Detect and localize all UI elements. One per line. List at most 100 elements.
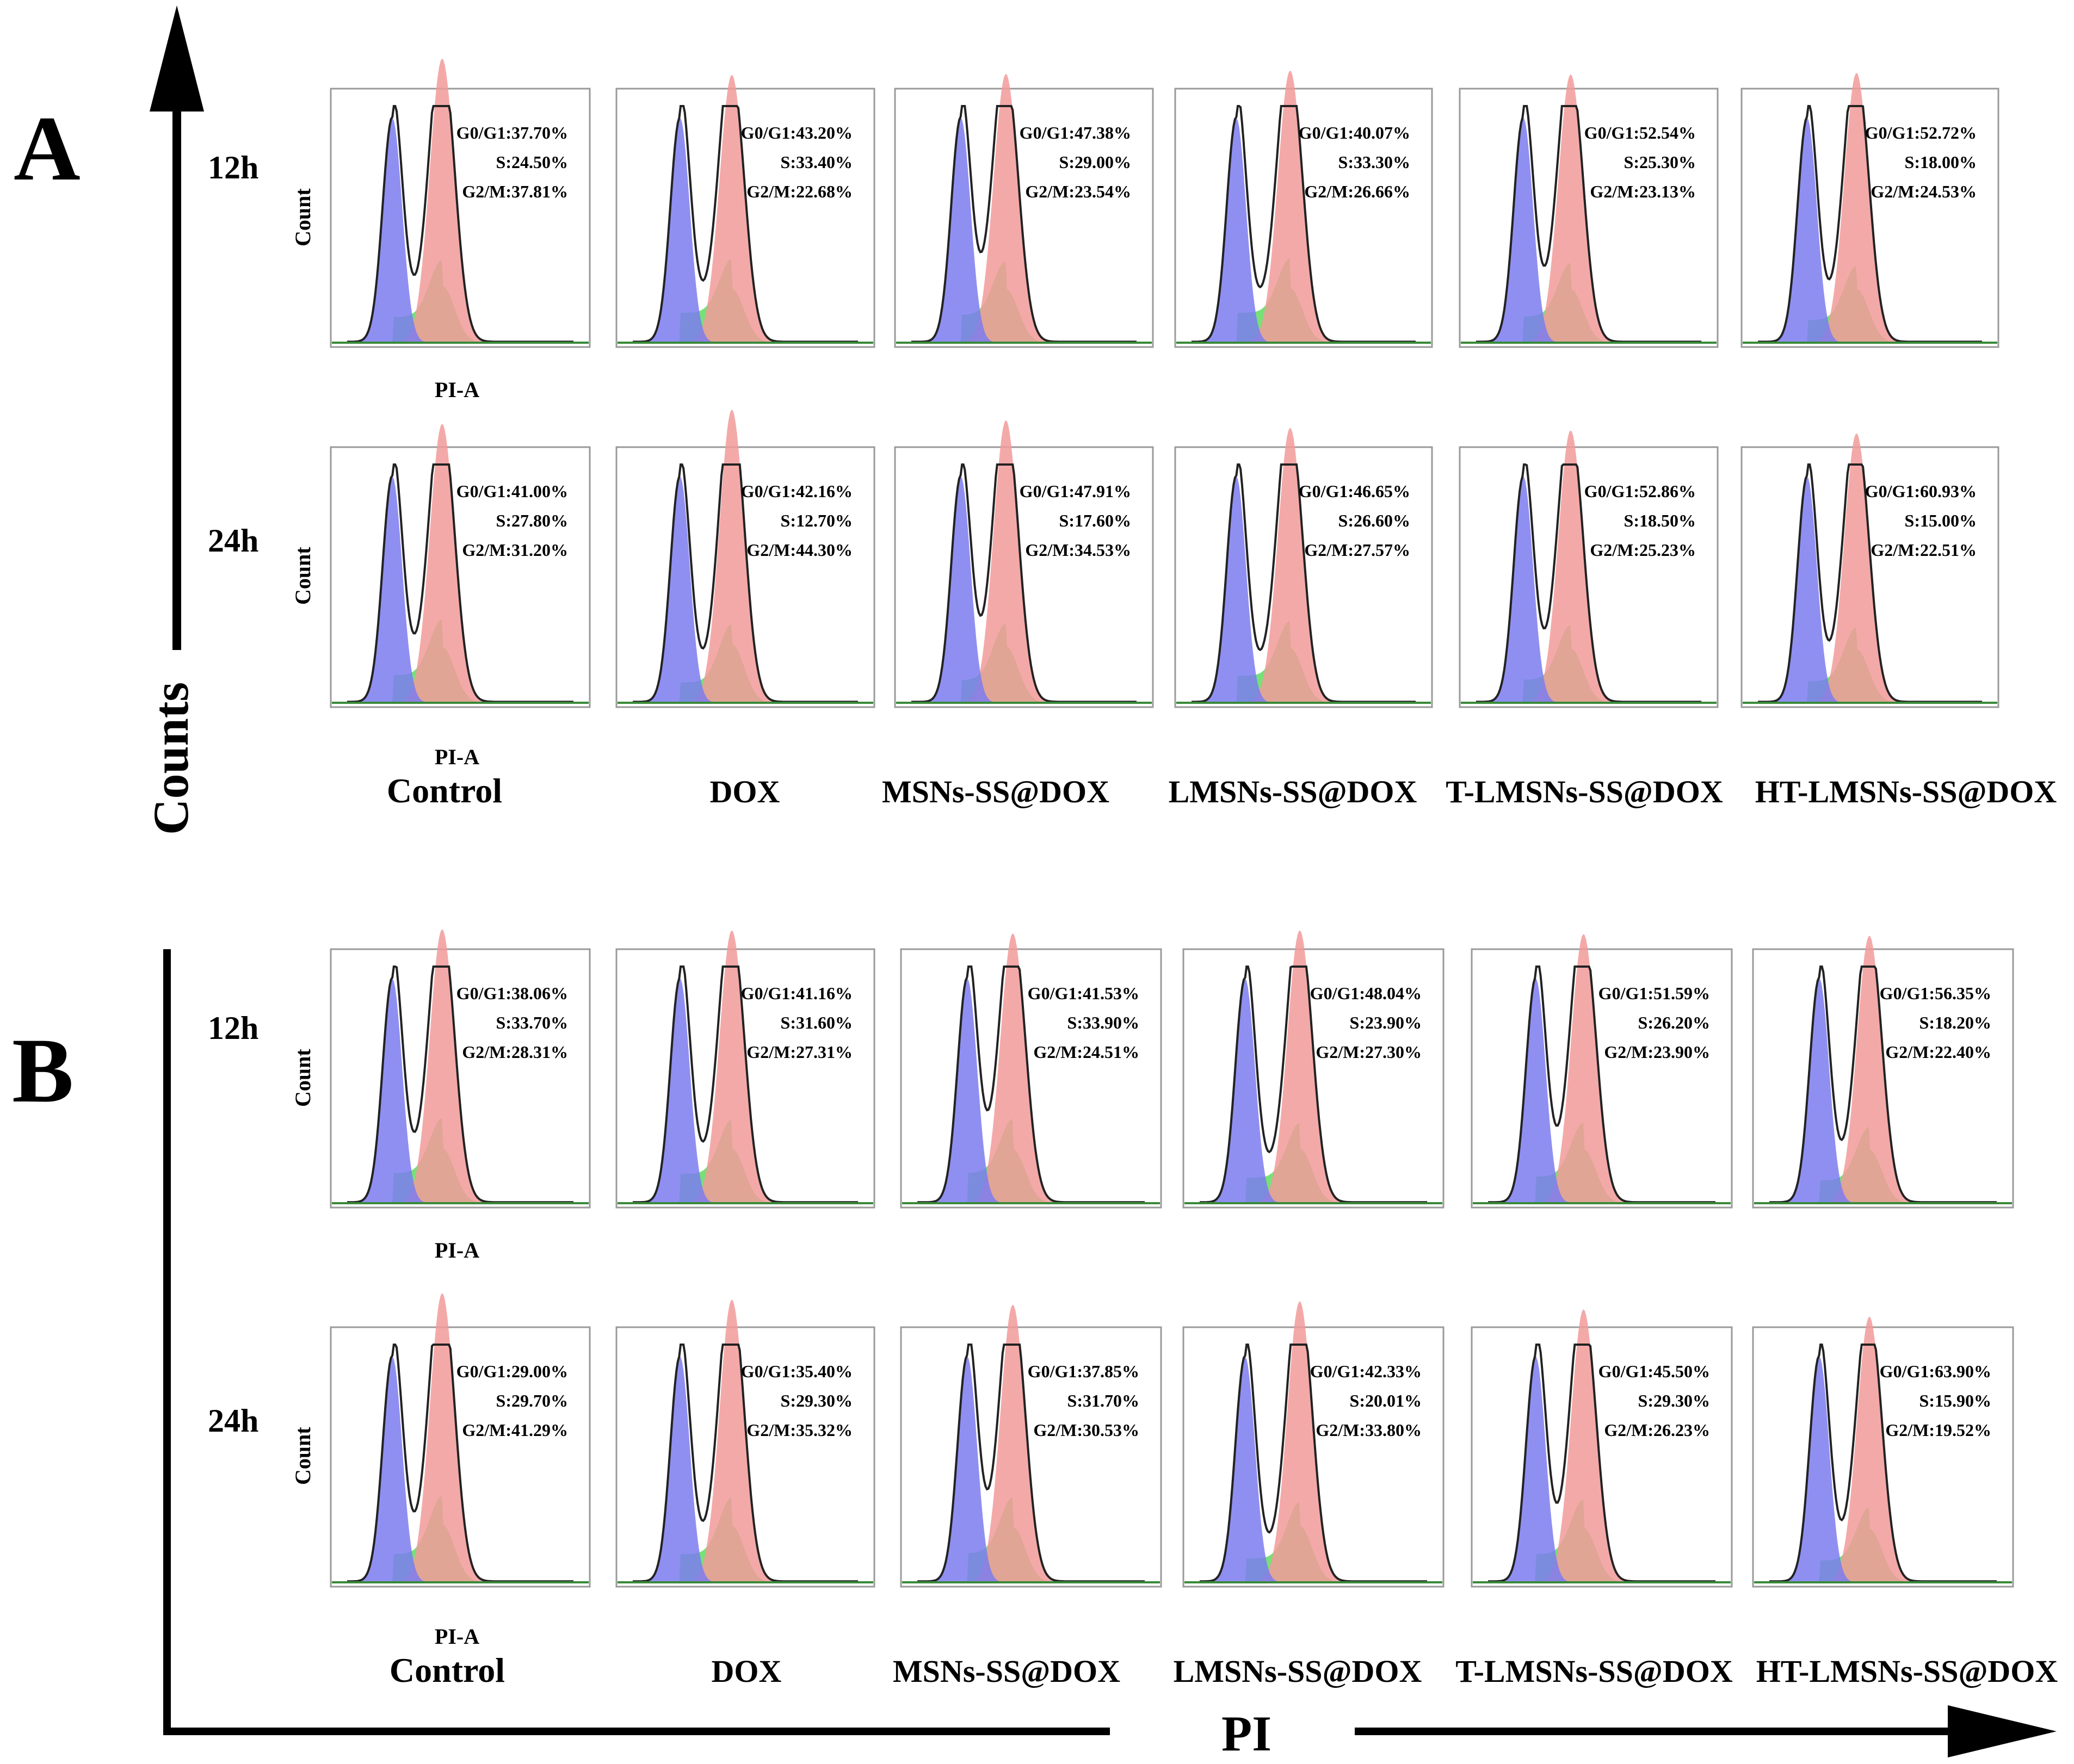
histogram-g2m-area [911,420,1137,703]
stat-g2m: G2/M:41.29% [462,1420,568,1440]
histogram-g2m-area [347,58,573,343]
histogram-g2m-area [1200,1301,1427,1582]
stat-s: S:24.50% [496,152,568,172]
histogram-g0g1-area [1769,978,1997,1203]
histogram-plot: G0/G1:35.40% S:29.30% G2/M:35.32% [615,1299,875,1588]
histogram-g0g1-area [1200,1356,1427,1582]
histogram-g0g1-area [917,1357,1145,1582]
histogram-g0g1-area [633,979,858,1203]
histogram-g0g1-area [1200,978,1427,1203]
stat-g2m: G2/M:37.81% [462,182,568,201]
stat-g2m: G2/M:30.53% [1033,1420,1139,1440]
pi-a-axis-label: PI-A [435,1624,479,1649]
histogram-plot: G0/G1:48.04% S:23.90% G2/M:27.30% [1182,930,1445,1209]
stat-g0g1: G0/G1:42.16% [741,481,853,501]
histogram-g2m-area [917,1304,1145,1582]
histogram-g0g1-area [1476,118,1701,343]
histogram-plot: G0/G1:60.93% S:15.00% G2/M:22.51% [1740,434,1999,708]
stat-g0g1: G0/G1:43.20% [741,123,853,143]
histogram-plot: G0/G1:40.07% S:33.30% G2/M:26.66% [1174,71,1433,348]
histogram-g0g1-area [1192,117,1416,343]
histogram-plot: G0/G1:41.53% S:33.90% G2/M:24.51% [900,933,1162,1209]
stat-g0g1: G0/G1:37.85% [1028,1361,1139,1381]
pi-a-axis-label: PI-A [435,745,479,769]
stat-g0g1: G0/G1:60.93% [1865,481,1977,501]
histogram-plot: G0/G1:52.72% S:18.00% G2/M:24.53% [1740,73,1999,348]
stat-s: S:33.90% [1067,1013,1139,1032]
stat-g0g1: G0/G1:56.35% [1880,983,1991,1003]
histogram-g2m-area [1769,936,1997,1203]
stat-g2m: G2/M:23.54% [1025,182,1131,201]
histogram-g2m-area [347,424,573,703]
condition-label: DOX [710,774,780,809]
stat-g0g1: G0/G1:38.06% [456,983,568,1003]
pi-a-axis-label: PI-A [435,377,479,402]
histogram-plot: G0/G1:38.06% S:33.70% G2/M:28.31% [330,929,591,1209]
histogram-g0g1-area [1769,1357,1997,1582]
stat-g0g1: G0/G1:46.65% [1299,481,1410,501]
count-axis-label: Count [291,188,315,246]
histogram-plot: G0/G1:56.35% S:18.20% G2/M:22.40% [1752,936,2014,1209]
row-label-24h: 24h [208,523,258,559]
histogram-g2m-area [347,1293,573,1582]
histogram-g0g1-area [1758,117,1982,343]
histogram-plot: G0/G1:37.70% S:24.50% G2/M:37.81% [330,58,591,348]
histogram-plot: G0/G1:47.91% S:17.60% G2/M:34.53% [894,420,1154,708]
stat-s: S:29.30% [781,1391,853,1410]
stat-g0g1: G0/G1:51.59% [1598,983,1710,1003]
stat-g0g1: G0/G1:45.50% [1598,1361,1710,1381]
stat-s: S:29.70% [496,1391,568,1410]
row-label-24h: 24h [208,1403,258,1439]
histogram-plot: G0/G1:52.54% S:25.30% G2/M:23.13% [1459,74,1719,348]
stat-g2m: G2/M:19.52% [1885,1420,1991,1440]
pi-axis-label: PI [1221,1706,1271,1761]
stat-s: S:33.70% [496,1013,568,1032]
panel-a: 12hCountG0/G1:37.70%S:24.50%G2/M:37.81%G… [208,58,2057,810]
histogram-g2m-area [633,930,858,1203]
stat-s: S:33.40% [781,152,853,172]
condition-label: DOX [712,1654,782,1689]
histogram-plot: G0/G1:41.00% S:27.80% G2/M:31.20% [330,424,591,708]
condition-label: HT-LMSNs-SS@DOX [1755,774,2057,809]
stat-s: S:29.00% [1059,152,1131,172]
histogram-g0g1-area [1476,476,1701,703]
histogram-g0g1-area [347,476,573,703]
stat-g2m: G2/M:22.40% [1885,1042,1991,1062]
stat-s: S:26.60% [1338,511,1410,530]
stat-s: S:20.01% [1350,1391,1422,1410]
histogram-g2m-area [1488,1309,1715,1582]
row-label-12h: 12h [208,1010,258,1046]
pi-axis-arrowhead [1948,1705,2057,1757]
stat-g2m: G2/M:23.13% [1590,182,1696,201]
histogram-g0g1-area [633,476,858,703]
stat-g2m: G2/M:25.23% [1590,540,1696,560]
stat-g0g1: G0/G1:29.00% [456,1361,568,1381]
stat-g0g1: G0/G1:63.90% [1880,1361,1991,1381]
stat-g2m: G2/M:26.66% [1304,182,1410,201]
histogram-panels: 12hCountG0/G1:37.70%S:24.50%G2/M:37.81%G… [208,58,2058,1689]
panel-b: 12hCountG0/G1:38.06%S:33.70%G2/M:28.31%G… [208,929,2058,1689]
histogram-g2m-area [1758,434,1982,703]
stat-g0g1: G0/G1:52.72% [1865,123,1977,143]
histogram-g2m-area [633,410,858,703]
stat-s: S:33.30% [1338,152,1410,172]
histogram-plot: G0/G1:45.50% S:29.30% G2/M:26.23% [1471,1309,1733,1588]
stat-g2m: G2/M:24.53% [1871,182,1977,201]
stat-g0g1: G0/G1:47.38% [1020,123,1131,143]
histogram-plot: G0/G1:42.33% S:20.01% G2/M:33.80% [1182,1301,1445,1588]
histogram-g2m-area [347,929,573,1203]
stat-g2m: G2/M:35.32% [746,1420,853,1440]
stat-s: S:12.70% [781,511,853,530]
stat-s: S:17.60% [1059,511,1131,530]
condition-label: MSNs-SS@DOX [893,1654,1120,1689]
histogram-g0g1-area [633,1357,858,1582]
stat-s: S:15.00% [1905,511,1977,530]
stat-g0g1: G0/G1:52.54% [1584,123,1696,143]
histogram-g2m-area [917,933,1145,1203]
histogram-g2m-area [633,75,858,343]
condition-label: Control [387,771,502,810]
stat-g2m: G2/M:27.30% [1316,1042,1422,1062]
histogram-g2m-area [1192,428,1416,703]
stat-g2m: G2/M:23.90% [1604,1042,1710,1062]
histogram-g0g1-area [347,117,573,343]
